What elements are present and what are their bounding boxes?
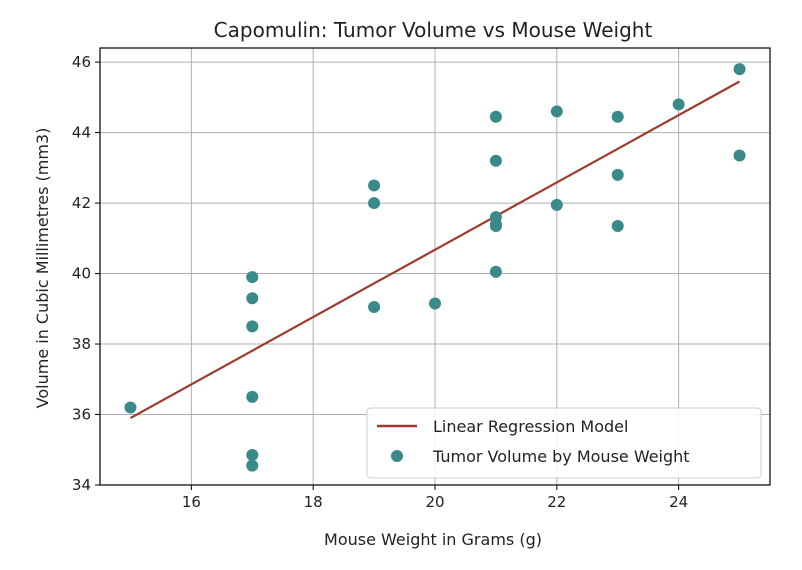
scatter-point: [368, 197, 381, 210]
data-series: [124, 63, 746, 472]
legend-box: [366, 407, 762, 479]
scatter-point: [246, 320, 259, 333]
scatter-point: [246, 390, 259, 403]
scatter-point: [246, 459, 259, 472]
y-tick-label: 38: [72, 335, 91, 353]
y-tick-label: 46: [72, 53, 91, 71]
scatter-point: [368, 301, 381, 314]
y-tick-label: 34: [72, 476, 91, 494]
scatter-point: [611, 168, 624, 181]
y-tick-label: 42: [72, 194, 91, 212]
scatter-point: [489, 110, 502, 123]
x-tick-label: 22: [547, 493, 566, 511]
y-axis-label: Volume in Cubic Millimetres (mm3): [33, 128, 52, 409]
scatter-point: [550, 198, 563, 211]
scatter-point: [672, 98, 685, 111]
scatter-point: [489, 154, 502, 167]
plot-area-frame: [99, 47, 771, 486]
scatter-point: [429, 297, 441, 310]
y-tick-label: 36: [72, 406, 91, 424]
x-axis-label: Mouse Weight in Grams (g): [324, 530, 542, 549]
scatter-point: [368, 179, 381, 192]
x-tick-label: 24: [669, 493, 688, 511]
scatter-point: [124, 401, 137, 414]
scatter-point: [733, 149, 746, 162]
regression-line: [129, 80, 741, 420]
x-tick-label: 18: [304, 493, 323, 511]
scatter-point: [246, 292, 259, 305]
x-tick-label: 20: [425, 493, 444, 511]
scatter-point: [733, 63, 746, 76]
scatter-point: [246, 271, 259, 284]
scatter-point: [550, 105, 563, 118]
legend-label-regression: Linear Regression Model: [433, 417, 628, 436]
legend-label-scatter: Tumor Volume by Mouse Weight: [432, 447, 690, 466]
scatter-point: [611, 110, 624, 123]
scatter-point: [489, 219, 502, 232]
scatter-point: [246, 449, 259, 462]
scatter-point: [611, 219, 624, 232]
legend: Linear Regression Model Tumor Volume by …: [366, 407, 762, 479]
legend-marker-swatch: [391, 450, 403, 462]
chart-title: Capomulin: Tumor Volume vs Mouse Weight: [214, 18, 653, 42]
y-tick-label: 44: [72, 124, 91, 142]
x-tick-label: 16: [182, 493, 201, 511]
scatter-point: [489, 265, 502, 278]
x-axis-ticks: 16 18 20 22 24: [182, 485, 688, 511]
y-tick-label: 40: [72, 265, 91, 283]
y-axis-ticks: 34 36 38 40 42 44 46: [72, 53, 100, 494]
